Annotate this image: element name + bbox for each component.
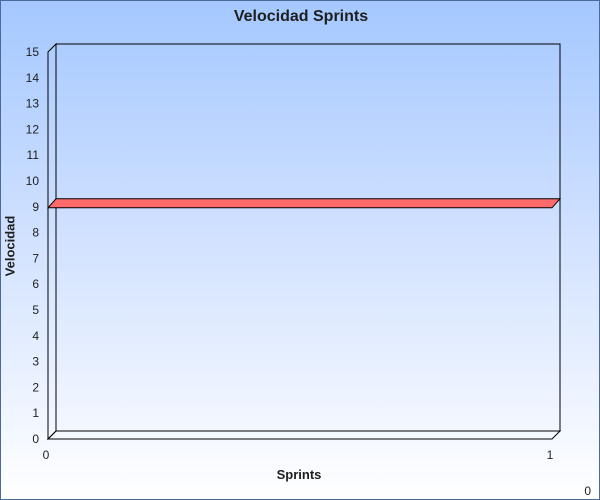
y-tick-label: 1: [32, 406, 39, 420]
y-tick-label: 0: [32, 432, 39, 446]
y-tick-label: 9: [32, 200, 39, 214]
back-wall: [55, 43, 561, 432]
chart-title: Velocidad Sprints: [233, 8, 369, 25]
y-tick-label: 7: [32, 251, 39, 265]
floor: [46, 430, 562, 440]
corner-value: 0: [584, 484, 591, 498]
x-tick-label: 0: [43, 448, 50, 462]
y-tick-label: 10: [26, 174, 40, 188]
y-tick-label: 8: [32, 226, 39, 240]
x-tick-label: 1: [547, 448, 554, 462]
y-tick-label: 2: [32, 380, 39, 394]
y-tick-label: 11: [27, 148, 40, 162]
y-tick-label: 15: [26, 45, 40, 59]
series-bar: [46, 198, 562, 209]
y-tick-label: 4: [32, 329, 39, 343]
y-tick-label: 3: [32, 355, 39, 369]
y-tick-label: 14: [26, 71, 40, 85]
left-wall: [47, 42, 57, 441]
y-tick-label: 6: [32, 277, 39, 291]
y-tick-label: 5: [32, 303, 39, 317]
y-tick-label: 12: [26, 122, 40, 136]
y-tick-label: 13: [26, 97, 40, 111]
x-axis-label: Sprints: [276, 467, 322, 482]
